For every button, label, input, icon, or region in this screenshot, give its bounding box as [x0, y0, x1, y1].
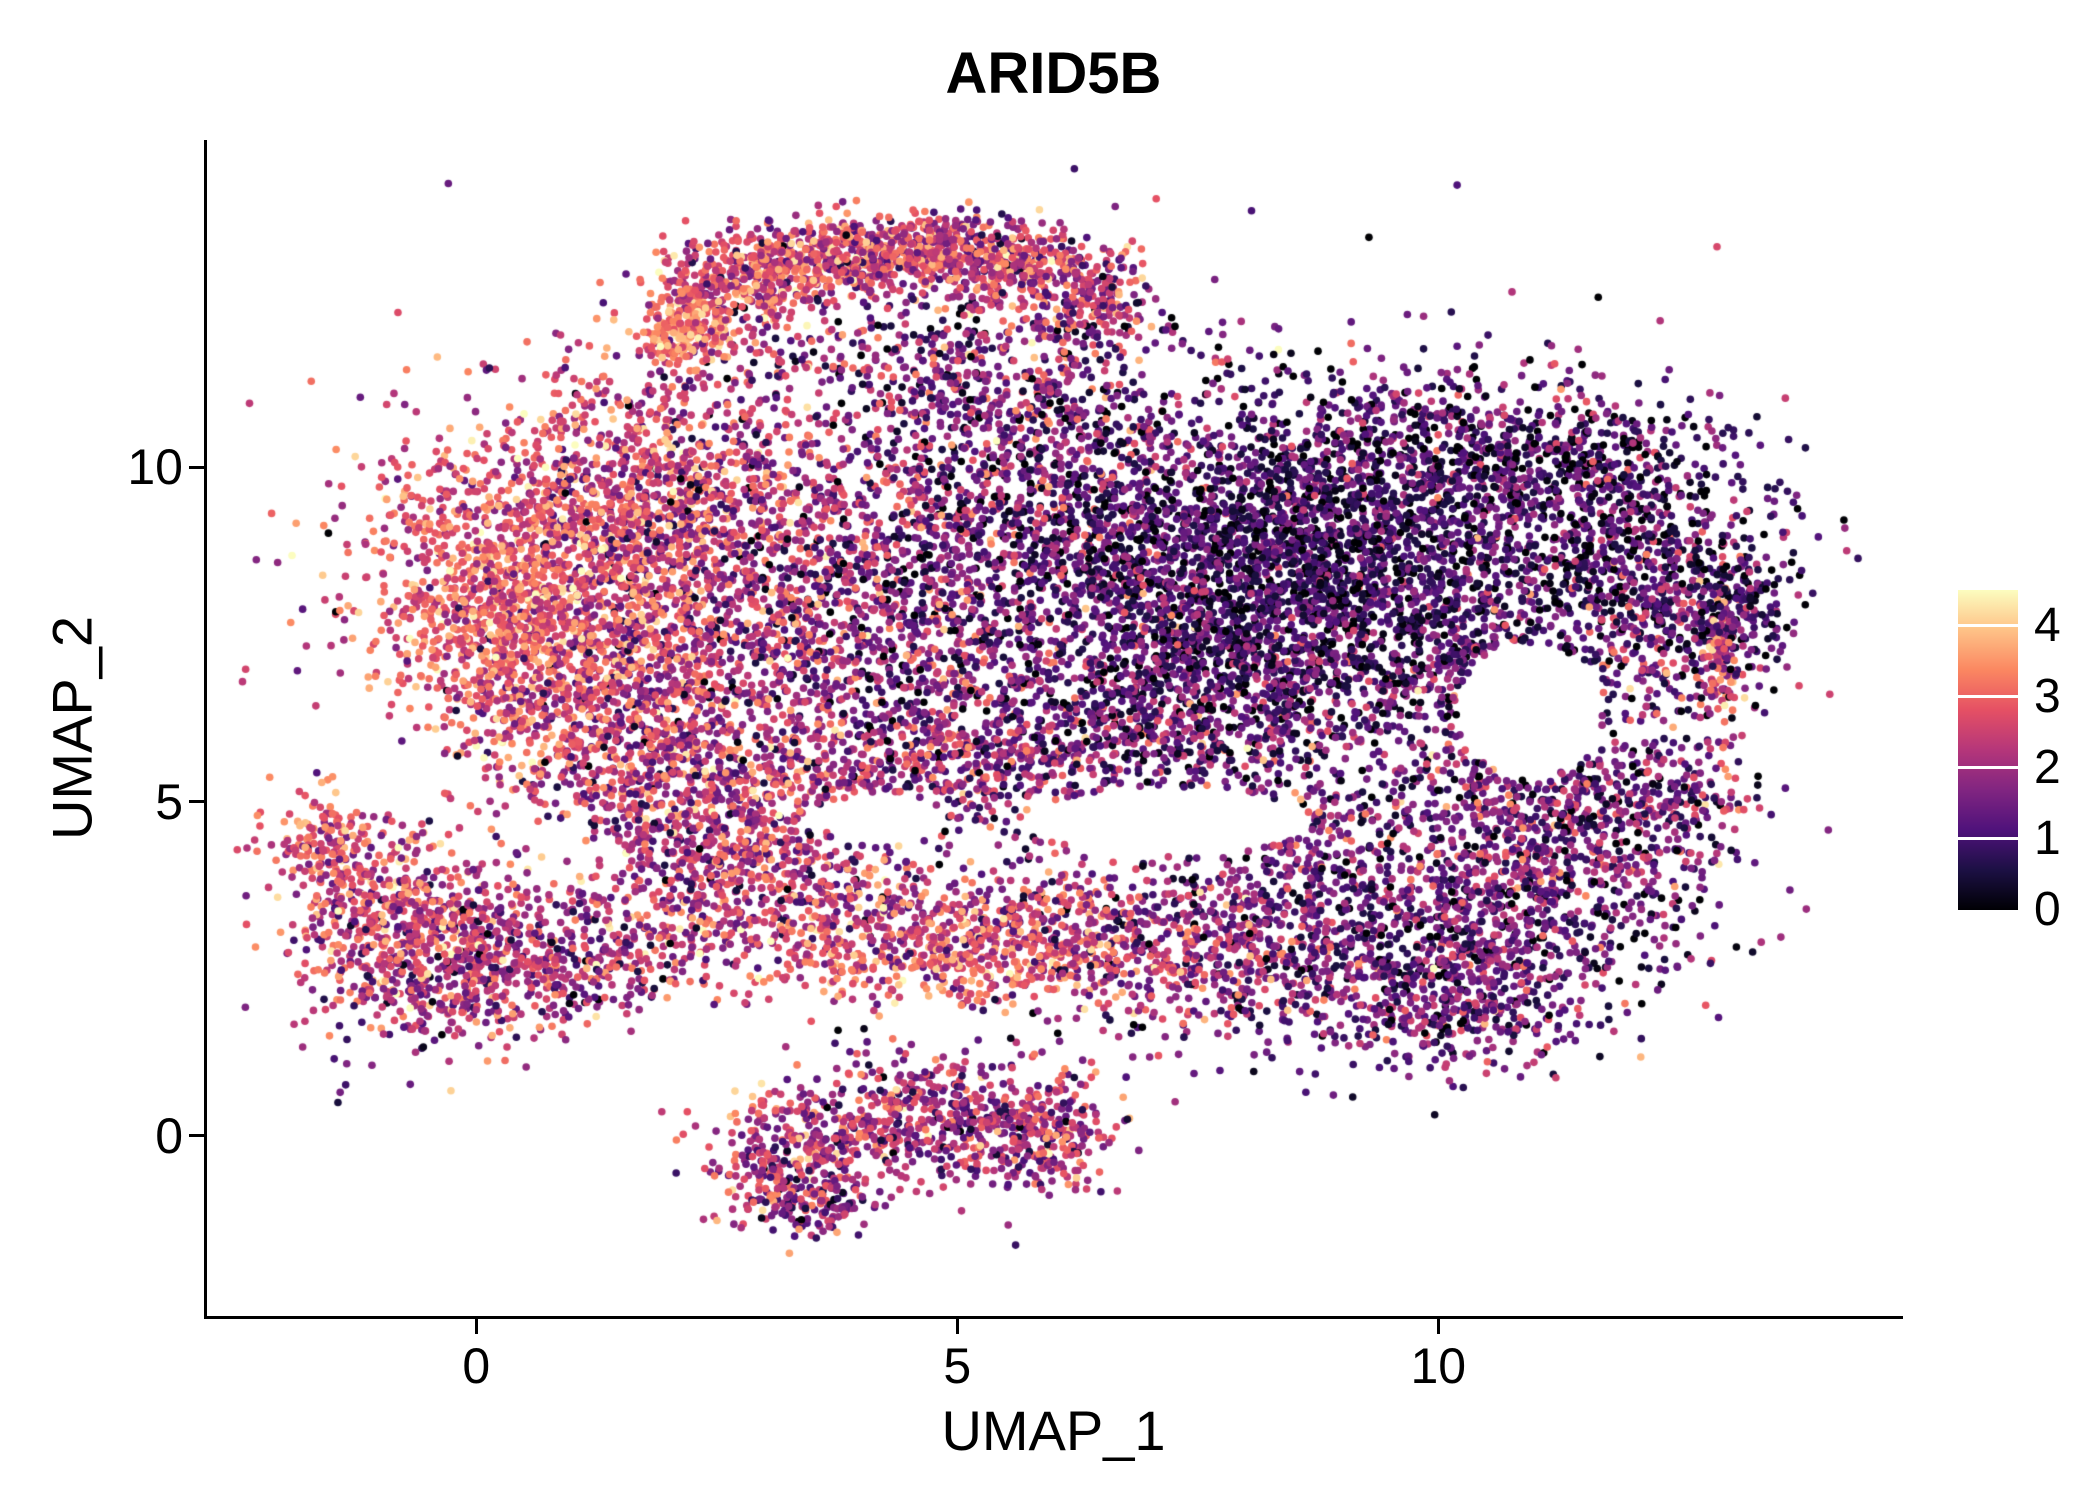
- colorbar-tick-mark: [1958, 624, 2018, 628]
- colorbar-tick-label: 1: [2034, 811, 2061, 865]
- x-tick-label: 10: [1410, 1338, 1467, 1394]
- y-tick-mark: [189, 800, 204, 803]
- y-tick-label: 10: [127, 439, 183, 496]
- x-tick-mark: [1436, 1319, 1440, 1334]
- plot-title: ARID5B: [945, 41, 1162, 106]
- colorbar-tick-label: 4: [2034, 598, 2061, 652]
- colorbar-gradient: [1958, 590, 2018, 910]
- colorbar-tick-mark: [1958, 695, 2018, 699]
- x-axis-line: [204, 1316, 1903, 1319]
- x-tick-mark: [955, 1319, 959, 1334]
- y-axis-title: UMAP_2: [40, 615, 104, 841]
- x-tick-mark: [474, 1319, 478, 1334]
- colorbar-tick-label: 3: [2034, 669, 2061, 723]
- y-tick-mark: [189, 1134, 204, 1138]
- plot-area: [207, 140, 1900, 1316]
- x-tick-label: 5: [943, 1338, 972, 1394]
- colorbar-tick-label: 0: [2034, 883, 2061, 936]
- colorbar-tick-mark: [1958, 766, 2018, 770]
- scatter-points-canvas: [207, 140, 1900, 1316]
- x-tick-label: 0: [462, 1338, 491, 1394]
- y-axis-line: [204, 140, 207, 1319]
- y-tick-mark: [189, 465, 204, 469]
- y-tick-label: 5: [155, 773, 183, 830]
- x-axis-title: UMAP_1: [941, 1399, 1166, 1462]
- colorbar-tick-label: 2: [2034, 740, 2061, 794]
- colorbar-tick-mark: [1958, 837, 2018, 841]
- y-tick-label: 0: [155, 1107, 183, 1164]
